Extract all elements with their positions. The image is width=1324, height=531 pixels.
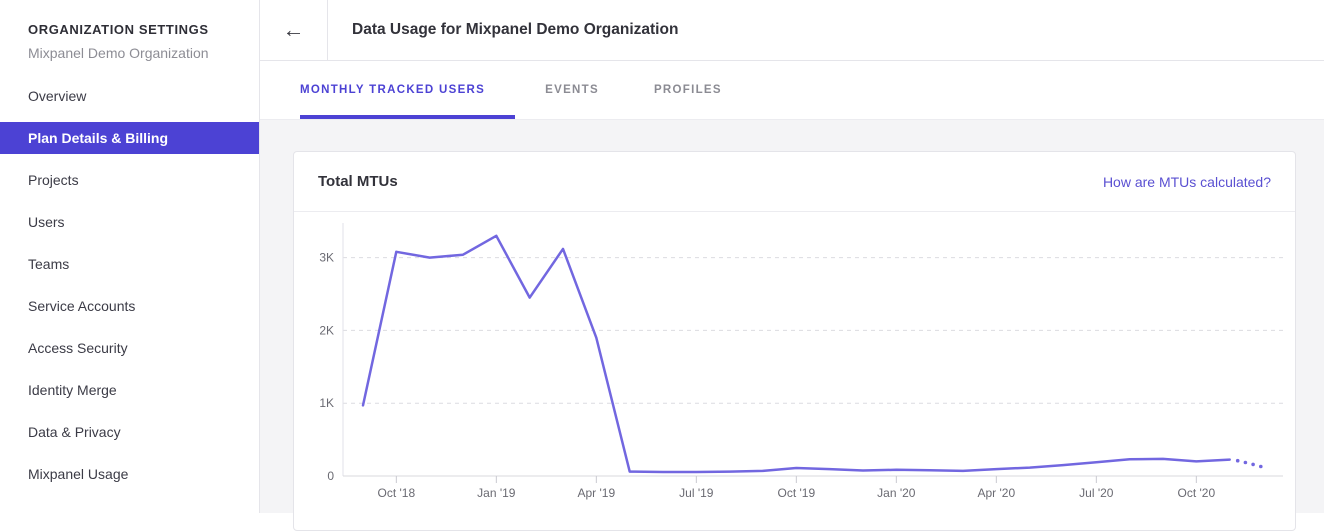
mtu-line-chart: 0 1K 2K 3K Oct '18 Jan '19 Apr '19 Jul '19 Oct '… (294, 212, 1297, 514)
card-title: Total MTUs (318, 173, 398, 190)
how-mtus-calculated-link[interactable]: How are MTUs calculated? (1103, 174, 1271, 190)
sidebar-item-mixpanel-usage[interactable]: Mixpanel Usage (0, 458, 259, 490)
sidebar-item-access-security[interactable]: Access Security (0, 332, 259, 364)
sidebar-item-projects[interactable]: Projects (0, 164, 259, 196)
x-axis-tick-label: Jan '20 (877, 486, 916, 500)
tab-label: MONTHLY TRACKED USERS (300, 84, 485, 96)
sidebar-item-overview[interactable]: Overview (0, 80, 259, 112)
tab-profiles[interactable]: PROFILES (654, 61, 722, 119)
back-button[interactable]: ← (260, 0, 328, 60)
y-axis-tick-label: 0 (327, 469, 334, 483)
sidebar-nav: Overview Plan Details & Billing Projects Us… (0, 61, 259, 490)
x-axis-tick-label: Jan '19 (477, 486, 516, 500)
forecast-dot (1236, 459, 1240, 463)
x-axis-tick-label: Jul '20 (1079, 486, 1114, 500)
y-axis-tick-label: 1K (319, 396, 334, 410)
mtu-chart-svg: 0 1K 2K 3K Oct '18 Jan '19 Apr '19 Jul '19 Oct '… (294, 212, 1297, 514)
x-axis-tick-label: Apr '20 (977, 486, 1015, 500)
sidebar-item-service-accounts[interactable]: Service Accounts (0, 290, 259, 322)
sidebar-item-users[interactable]: Users (0, 206, 259, 238)
page-title: Data Usage for Mixpanel Demo Organizatio… (328, 0, 678, 60)
x-axis-tick-label: Jul '19 (679, 486, 714, 500)
tab-label: PROFILES (654, 84, 722, 96)
organization-name: Mixpanel Demo Organization (0, 37, 259, 61)
mtu-line (363, 236, 1230, 472)
active-tab-underline (300, 115, 515, 119)
forecast-dot (1259, 465, 1263, 469)
x-axis-tick-label: Oct '19 (778, 486, 816, 500)
tab-monthly-tracked-users[interactable]: MONTHLY TRACKED USERS (300, 61, 515, 119)
forecast-dot (1244, 461, 1248, 465)
total-mtus-card: Total MTUs How are MTUs calculated? 0 1K 2… (293, 151, 1296, 531)
tab-events[interactable]: EVENTS (545, 61, 599, 119)
card-header: Total MTUs How are MTUs calculated? (294, 152, 1295, 212)
sidebar-item-teams[interactable]: Teams (0, 248, 259, 280)
sidebar-item-data-privacy[interactable]: Data & Privacy (0, 416, 259, 448)
sidebar-item-plan-details-billing[interactable]: Plan Details & Billing (0, 122, 259, 154)
main-content: Total MTUs How are MTUs calculated? 0 1K 2… (260, 120, 1324, 513)
back-arrow-icon: ← (283, 17, 305, 43)
data-usage-tabs: MONTHLY TRACKED USERS EVENTS PROFILES (260, 61, 1324, 120)
x-axis-tick-label: Oct '18 (378, 486, 416, 500)
y-axis-tick-label: 2K (319, 323, 334, 337)
y-axis-tick-label: 3K (319, 251, 334, 265)
sidebar-item-identity-merge[interactable]: Identity Merge (0, 374, 259, 406)
page-header: ← Data Usage for Mixpanel Demo Organizat… (260, 0, 1324, 61)
sidebar-section-title: ORGANIZATION SETTINGS (0, 0, 259, 37)
x-axis-tick-label: Oct '20 (1178, 486, 1216, 500)
tab-label: EVENTS (545, 84, 599, 96)
organization-settings-sidebar: ORGANIZATION SETTINGS Mixpanel Demo Orga… (0, 0, 260, 513)
x-axis-tick-label: Apr '19 (578, 486, 616, 500)
forecast-dot (1251, 463, 1255, 467)
